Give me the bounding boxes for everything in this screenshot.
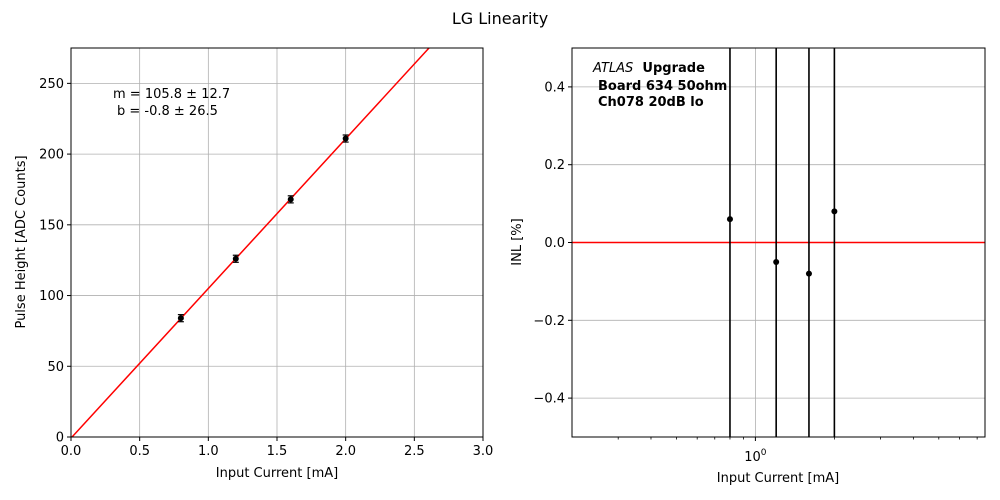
right-y-tick-label: 0.2 xyxy=(544,158,565,173)
left-data-point xyxy=(177,315,184,322)
left-y-tick-label: 0 xyxy=(56,431,64,446)
right-chart: 100 −0.4 −0.2 0.0 0.2 0.4 Input Current [mA]… xyxy=(510,47,986,486)
left-y-tick-label: 100 xyxy=(39,289,64,304)
atlas-label: ATLAS Upgrade xyxy=(592,61,705,76)
left-y-tick-label: 150 xyxy=(39,218,64,233)
left-data-point xyxy=(287,196,294,203)
left-y-ticks: 0 50 100 150 200 250 xyxy=(39,77,71,446)
left-data-point xyxy=(342,135,349,142)
left-x-tick-label: 3.0 xyxy=(473,444,494,459)
left-data-point xyxy=(232,255,239,262)
left-chart: 0.0 0.5 1.0 1.5 2.0 2.5 3.0 0 50 100 150 200 250 In… xyxy=(14,47,494,481)
right-data-points xyxy=(726,48,838,437)
left-y-tick-label: 50 xyxy=(47,360,64,375)
right-y-tick-label: −0.2 xyxy=(533,314,565,329)
right-y-tick-label: 0.4 xyxy=(544,80,565,95)
right-data-point xyxy=(773,258,780,265)
left-fit-line xyxy=(71,47,430,438)
right-y-tick-label: −0.4 xyxy=(533,392,565,407)
board-label: Board 634 50ohm xyxy=(598,79,727,94)
left-y-label: Pulse Height [ADC Counts] xyxy=(14,155,29,328)
left-x-tick-label: 0.5 xyxy=(129,444,150,459)
left-x-tick-label: 2.0 xyxy=(335,444,356,459)
right-x-ticks: 100 xyxy=(617,437,978,465)
left-x-label: Input Current [mA] xyxy=(216,466,338,481)
left-y-tick-label: 250 xyxy=(39,77,64,92)
right-x-tick-label: 100 xyxy=(744,448,767,465)
left-x-tick-label: 0.0 xyxy=(61,444,82,459)
left-x-tick-label: 1.0 xyxy=(198,444,219,459)
left-y-tick-label: 200 xyxy=(39,148,64,163)
left-x-tick-label: 2.5 xyxy=(404,444,425,459)
atlas-label-upgrade: Upgrade xyxy=(642,61,705,76)
right-y-ticks: −0.4 −0.2 0.0 0.2 0.4 xyxy=(533,80,572,407)
left-fit-intercept-annotation: b = -0.8 ± 26.5 xyxy=(117,104,218,119)
figure-title: LG Linearity xyxy=(452,9,548,28)
right-data-point xyxy=(831,208,838,215)
right-data-point xyxy=(805,270,812,277)
right-x-label: Input Current [mA] xyxy=(717,471,839,486)
left-x-ticks: 0.0 0.5 1.0 1.5 2.0 2.5 3.0 xyxy=(61,437,494,459)
left-x-tick-label: 1.5 xyxy=(267,444,288,459)
right-y-tick-label: 0.0 xyxy=(544,236,565,251)
channel-label: Ch078 20dB lo xyxy=(598,95,704,110)
left-data-points xyxy=(177,134,349,323)
atlas-label-italic: ATLAS xyxy=(592,61,633,76)
right-data-point xyxy=(726,216,733,223)
right-y-label: INL [%] xyxy=(510,218,525,265)
left-fit-line-segment xyxy=(71,47,430,438)
left-grid xyxy=(70,48,484,438)
left-fit-slope-annotation: m = 105.8 ± 12.7 xyxy=(113,87,230,102)
